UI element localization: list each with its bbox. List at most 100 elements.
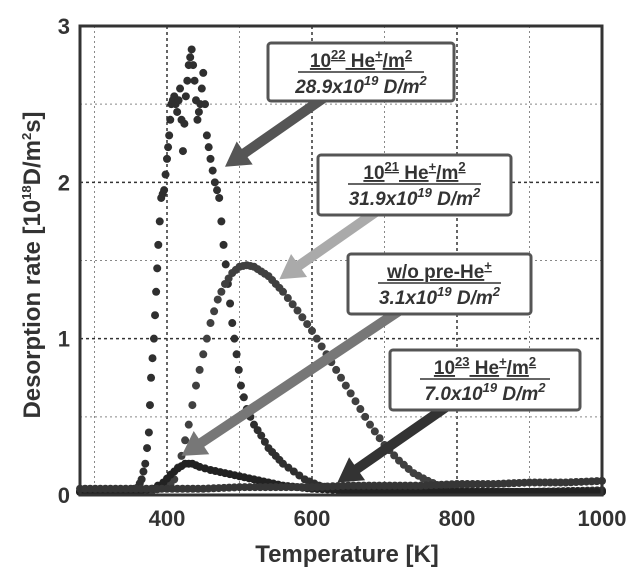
data-point xyxy=(230,334,239,343)
annotation-text-part: 28.9x10 xyxy=(294,77,364,98)
data-point xyxy=(186,53,195,62)
annotation-1e23: 1023 He+/m 27.0x1019 D/m2 xyxy=(388,348,582,412)
annotation-text-part: 10 xyxy=(434,358,455,379)
data-point xyxy=(202,131,211,140)
annotation-text-part: He xyxy=(399,163,429,184)
data-point xyxy=(206,154,215,163)
y-tick-label: 3 xyxy=(58,14,70,39)
data-point xyxy=(213,295,222,304)
y-tick-label: 2 xyxy=(58,170,70,195)
data-point xyxy=(217,217,226,226)
y-axis-label-part: Desorption rate [10 xyxy=(19,200,46,419)
annotation-text-part: D/m xyxy=(452,288,493,309)
data-point xyxy=(257,431,266,440)
data-point xyxy=(199,350,208,359)
annotation-text-part: 2 xyxy=(492,284,501,299)
series-1e23 xyxy=(76,476,606,493)
data-point xyxy=(221,260,230,269)
annotation-text-part: + xyxy=(499,354,507,369)
data-point xyxy=(161,170,170,179)
x-tick-label: 800 xyxy=(439,506,476,531)
data-point xyxy=(193,115,202,124)
annotation-text-part: 19 xyxy=(417,185,432,200)
annotation-text-part: 2 xyxy=(472,185,481,200)
data-point xyxy=(356,405,365,414)
data-point xyxy=(279,287,287,296)
data-point xyxy=(154,240,163,249)
data-point xyxy=(234,365,243,374)
annotation-text-part: 19 xyxy=(364,73,379,88)
data-point xyxy=(260,437,269,446)
annotation-text-part: 23 xyxy=(455,354,469,369)
annotation-line1: 1022 He+/m2 xyxy=(310,47,412,72)
data-point xyxy=(210,178,219,187)
data-point xyxy=(308,326,316,335)
data-point xyxy=(195,365,204,374)
data-point xyxy=(375,434,384,443)
annotation-line2: 3.1x1019 D/m2 xyxy=(379,284,501,309)
annotation-text-part: 2 xyxy=(419,73,428,88)
data-point xyxy=(152,287,161,296)
data-point xyxy=(141,459,150,468)
data-point xyxy=(312,334,321,343)
data-point xyxy=(201,100,210,109)
data-point xyxy=(341,381,350,390)
data-point xyxy=(204,143,213,152)
annotation-text-part: 2 xyxy=(458,159,465,174)
data-point xyxy=(303,320,312,329)
annotation-text-part: 19 xyxy=(437,284,452,299)
annotation-text-part: D/m xyxy=(378,77,419,98)
y-axis-label-sup: 2 xyxy=(19,133,34,140)
annotation-text-part: 2 xyxy=(537,380,546,395)
annotation-wo: w/o pre-He+3.1x1019 D/m2 xyxy=(346,252,533,316)
annotation-text-part: D/m xyxy=(432,189,473,210)
data-point xyxy=(239,393,248,402)
data-point xyxy=(236,381,245,390)
data-point xyxy=(194,107,203,116)
annotation-text-part: + xyxy=(375,47,383,62)
annotation-line2: 7.0x1019 D/m2 xyxy=(424,380,546,405)
data-point xyxy=(332,365,341,374)
data-point xyxy=(219,240,228,249)
annotation-text-part: 21 xyxy=(385,159,399,174)
data-point xyxy=(232,350,241,359)
data-point xyxy=(173,107,182,116)
annotation-text-part: 7.0x10 xyxy=(424,384,483,405)
data-point xyxy=(192,381,200,390)
data-point xyxy=(390,451,399,460)
annotation-line2: 28.9x1019 D/m2 xyxy=(294,73,427,98)
annotation-text-part: w/o pre-He xyxy=(386,262,484,283)
data-point xyxy=(213,186,222,195)
data-point xyxy=(174,96,183,105)
annotation-text-part: 2 xyxy=(405,47,412,62)
data-point xyxy=(206,319,215,328)
data-point xyxy=(298,313,307,322)
data-point xyxy=(181,436,190,445)
annotation-text-part: 3.1x10 xyxy=(379,288,438,309)
data-point xyxy=(181,92,190,101)
data-point xyxy=(164,143,173,152)
x-tick-label: 400 xyxy=(149,506,186,531)
annotation-text-part: /m xyxy=(436,163,458,184)
data-point xyxy=(184,420,193,429)
data-point xyxy=(178,147,187,156)
annotation-box xyxy=(316,153,513,217)
y-axis-label: Desorption rate [1018D/m2s] xyxy=(19,111,46,418)
data-point xyxy=(137,475,146,484)
y-axis-label-sup: 18 xyxy=(19,185,34,199)
data-point xyxy=(145,401,154,410)
data-point xyxy=(283,294,292,303)
y-axis-label-part: D/m xyxy=(19,140,46,185)
data-point xyxy=(293,306,302,315)
data-point xyxy=(228,319,237,328)
data-point xyxy=(187,45,196,54)
data-point xyxy=(166,115,175,124)
annotation-text-part: He xyxy=(470,358,500,379)
data-point xyxy=(217,287,226,296)
data-point xyxy=(143,444,152,453)
data-point xyxy=(361,412,370,421)
data-point xyxy=(226,299,235,308)
data-point xyxy=(144,428,153,437)
data-point xyxy=(188,401,197,410)
annotation-text-part: /m xyxy=(507,358,529,379)
